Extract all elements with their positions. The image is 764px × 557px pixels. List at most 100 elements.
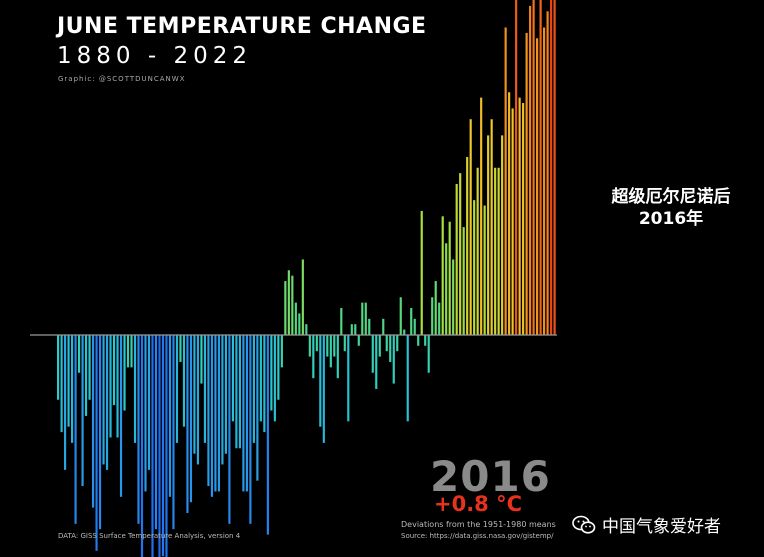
bar-1935 <box>249 335 252 524</box>
bar-1992 <box>448 221 451 335</box>
bar-1970 <box>371 335 374 373</box>
bar-1894 <box>105 335 109 470</box>
bar-1962 <box>343 335 346 352</box>
bar-1944 <box>280 335 283 368</box>
bar-1972 <box>378 335 381 357</box>
bar-1955 <box>319 335 322 427</box>
bar-1906 <box>147 335 151 470</box>
bar-2002 <box>483 205 486 335</box>
bar-2000 <box>476 167 479 335</box>
bar-1897 <box>116 335 119 438</box>
bar-1934 <box>245 335 248 492</box>
bar-1899 <box>123 335 126 411</box>
bar-1941 <box>270 335 273 411</box>
bar-1886 <box>77 335 81 373</box>
bar-1983 <box>417 335 420 346</box>
bar-1920 <box>196 335 200 465</box>
bar-1919 <box>193 335 196 454</box>
bar-1908 <box>154 335 158 530</box>
bar-1901 <box>130 335 133 368</box>
bar-1982 <box>413 318 416 335</box>
bar-1930 <box>231 335 234 422</box>
bar-1918 <box>189 335 193 503</box>
bar-1960 <box>336 335 339 379</box>
bar-1893 <box>102 335 105 465</box>
bar-2016 <box>532 0 535 336</box>
chart-title: JUNE TEMPERATURE CHANGE <box>57 14 427 39</box>
bar-1915 <box>179 335 182 362</box>
watermark-text: 中国气象爱好者 <box>602 517 721 537</box>
bar-1887 <box>81 335 84 487</box>
bar-1890 <box>91 335 95 508</box>
bar-1912 <box>168 335 172 497</box>
bar-1911 <box>165 335 168 557</box>
bar-1928 <box>224 335 227 454</box>
bar-1951 <box>305 324 308 335</box>
bar-2017 <box>536 38 539 335</box>
bar-1953 <box>312 335 315 379</box>
bar-2011 <box>515 0 518 335</box>
bar-1907 <box>151 335 154 557</box>
highlight-anomaly: +0.8 °C <box>434 492 523 516</box>
bar-2008 <box>504 27 507 335</box>
bar-1989 <box>438 302 441 335</box>
bar-2009 <box>508 92 511 336</box>
bar-1932 <box>238 335 241 449</box>
bar-1950 <box>301 259 304 335</box>
bar-2021 <box>550 0 553 335</box>
bar-1975 <box>389 335 392 362</box>
bar-1959 <box>333 335 336 357</box>
bar-2012 <box>518 97 521 335</box>
bar-2014 <box>525 32 528 335</box>
bar-2004 <box>490 119 493 336</box>
bar-1994 <box>455 183 458 335</box>
bar-2018 <box>539 0 542 335</box>
bar-1931 <box>235 335 238 449</box>
bar-1965 <box>354 324 357 335</box>
bar-2007 <box>501 135 504 335</box>
bar-1984 <box>420 210 423 335</box>
bar-1939 <box>263 335 266 433</box>
bar-1961 <box>340 308 343 335</box>
bar-1990 <box>441 216 444 335</box>
bar-1896 <box>112 335 116 406</box>
bar-1880 <box>57 335 60 400</box>
bar-1969 <box>368 318 371 335</box>
deviation-note: Deviations from the 1951-1980 means <box>401 520 556 529</box>
bar-1945 <box>284 281 287 335</box>
bar-1957 <box>326 335 329 357</box>
bar-1881 <box>60 335 63 433</box>
graphic-credit: Graphic: @SCOTTDUNCANWX <box>58 75 186 83</box>
bar-2013 <box>522 103 525 335</box>
bar-1988 <box>434 281 437 335</box>
bar-1999 <box>473 200 476 335</box>
side-annotation: 超级厄尔尼诺后 2016年 <box>588 186 754 230</box>
bar-1998 <box>469 119 472 336</box>
bar-1963 <box>347 335 350 422</box>
bar-1952 <box>308 335 311 357</box>
bar-1933 <box>242 335 245 492</box>
bar-1956 <box>322 335 325 443</box>
bar-1895 <box>109 335 112 438</box>
bar-1966 <box>357 335 360 346</box>
bar-1954 <box>315 335 318 352</box>
data-note: DATA: GISS Surface Temperature Analysis,… <box>58 532 241 540</box>
bar-1942 <box>273 335 276 422</box>
bar-1924 <box>210 335 214 497</box>
bar-1986 <box>427 335 430 373</box>
bar-1883 <box>67 335 70 427</box>
bar-2015 <box>529 5 532 335</box>
bar-1943 <box>277 335 280 400</box>
bar-2020 <box>546 11 549 335</box>
bar-1923 <box>207 335 210 487</box>
bars-group <box>57 0 556 557</box>
bar-1985 <box>424 335 427 346</box>
bar-1921 <box>200 335 203 384</box>
bar-1947 <box>291 275 294 335</box>
chart-year-range: 1880 - 2022 <box>57 43 252 69</box>
bar-1926 <box>217 335 221 492</box>
bar-1909 <box>158 335 161 557</box>
highlight-year: 2016 <box>430 452 551 501</box>
